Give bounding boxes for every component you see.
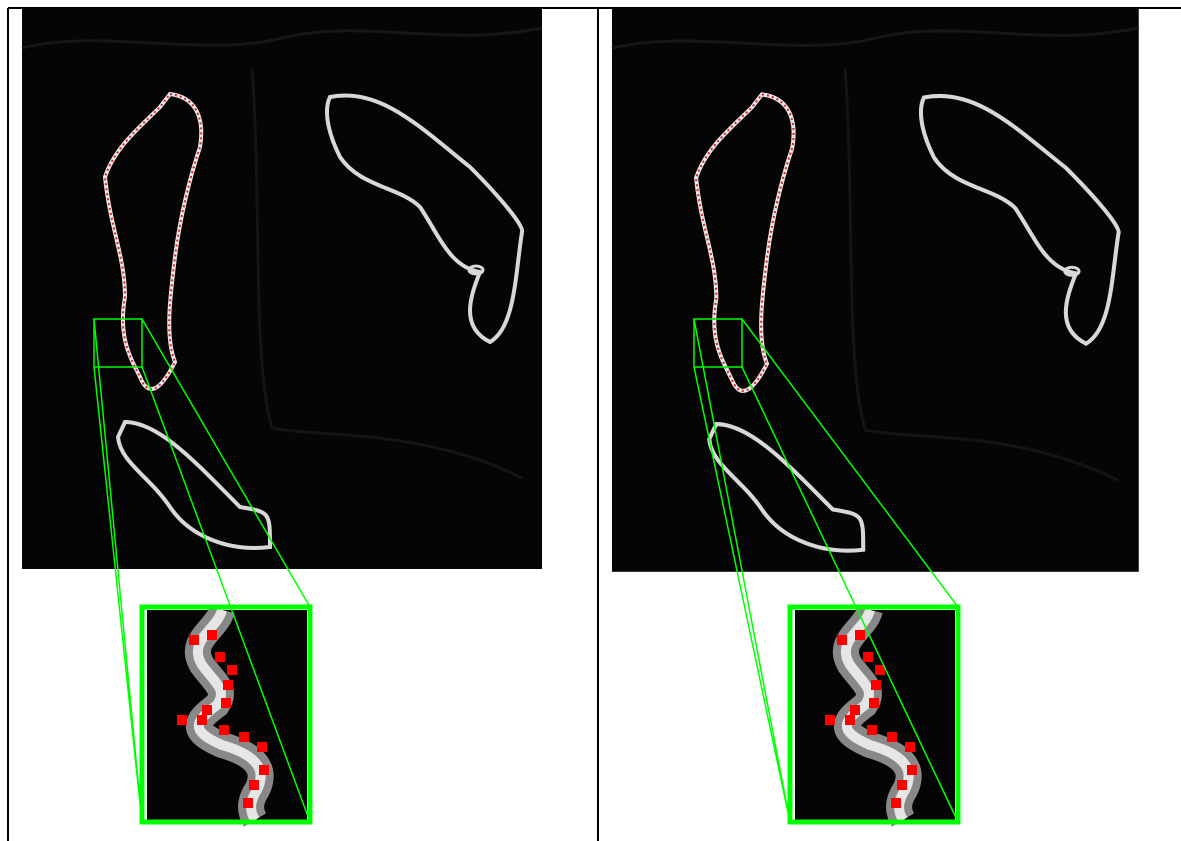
right-panel <box>612 8 1139 822</box>
page-body: (() => { const data = JSON.parse(documen… <box>0 0 1181 841</box>
figure <box>0 0 1181 841</box>
zoom-image <box>147 610 307 820</box>
page: {} html, body { margin: 0; padding: 0; b… <box>0 0 1181 841</box>
image <box>22 8 542 569</box>
zoom-image <box>795 610 955 820</box>
left-panel <box>22 8 542 822</box>
image <box>612 8 1139 572</box>
